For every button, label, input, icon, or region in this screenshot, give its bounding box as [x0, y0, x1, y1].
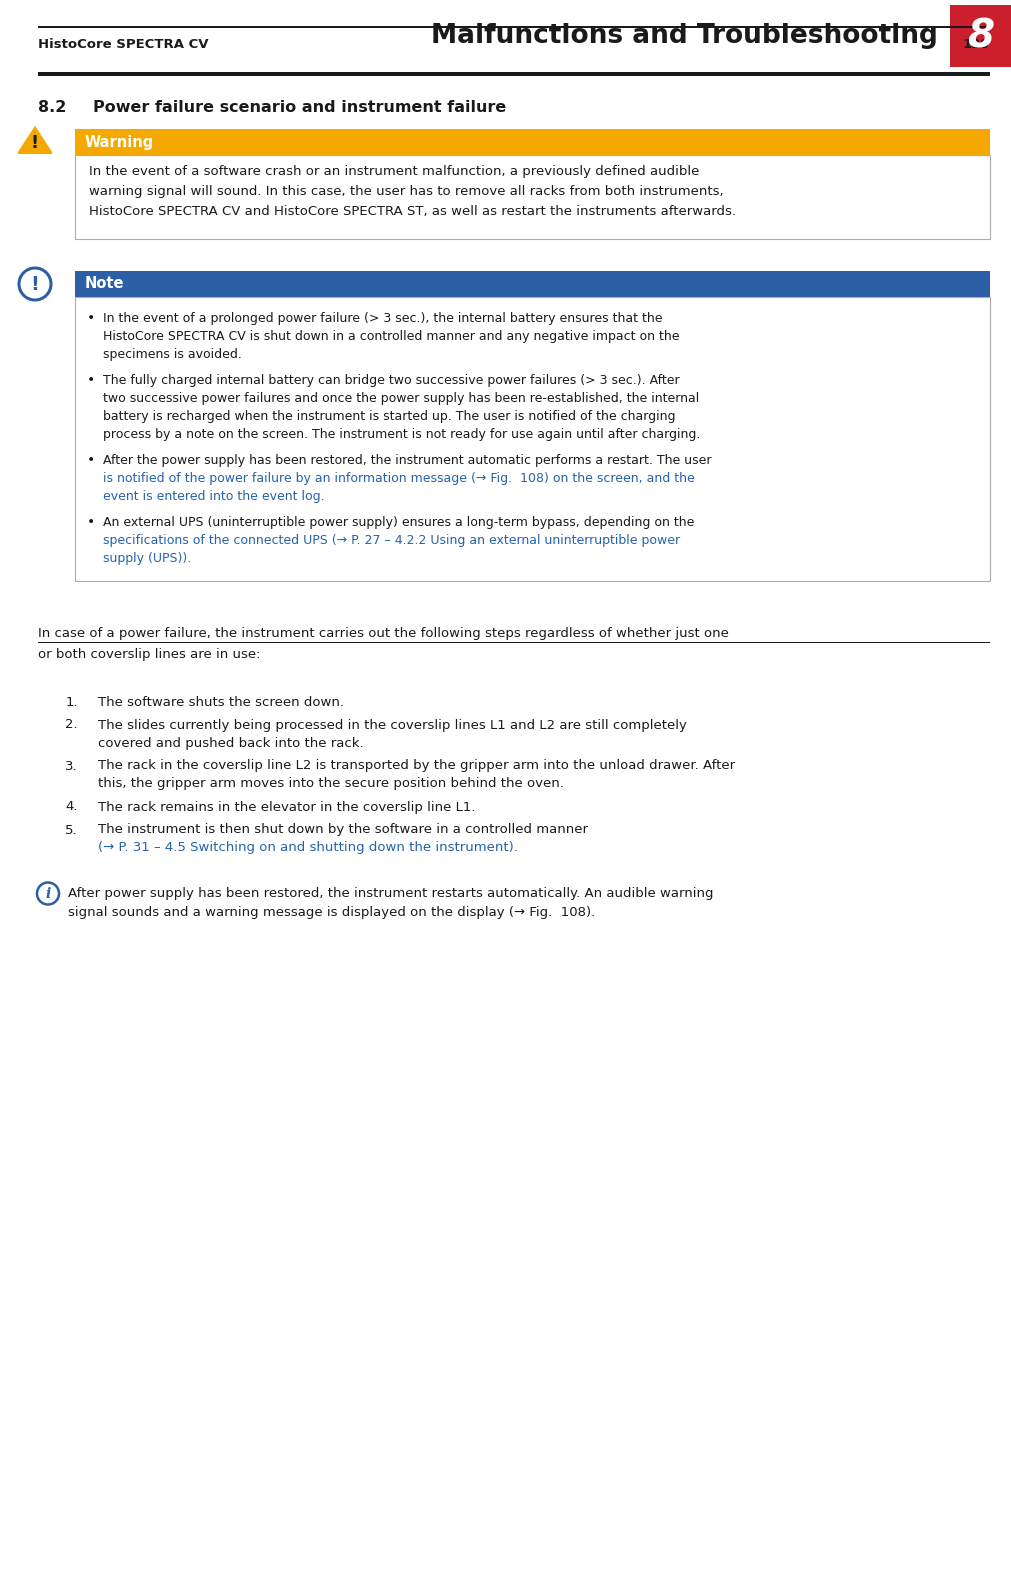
Text: After power supply has been restored, the instrument restarts automatically. An : After power supply has been restored, th…	[68, 887, 713, 900]
Text: !: !	[30, 274, 39, 293]
Text: 5.: 5.	[66, 823, 78, 836]
Text: •: •	[87, 515, 95, 530]
Text: The rack in the coverslip line L2 is transported by the gripper arm into the unl: The rack in the coverslip line L2 is tra…	[98, 759, 734, 772]
Text: (→ P. 31 – 4.5 Switching on and shutting down the instrument).: (→ P. 31 – 4.5 Switching on and shutting…	[98, 842, 518, 855]
Text: covered and pushed back into the rack.: covered and pushed back into the rack.	[98, 737, 363, 750]
Text: HistoCore SPECTRA CV and HistoCore SPECTRA ST, as well as restart the instrument: HistoCore SPECTRA CV and HistoCore SPECT…	[89, 204, 735, 217]
Text: battery is recharged when the instrument is started up. The user is notified of : battery is recharged when the instrument…	[103, 410, 674, 423]
Text: HistoCore SPECTRA CV: HistoCore SPECTRA CV	[38, 38, 208, 51]
Text: 4.: 4.	[66, 801, 78, 813]
Text: 1.: 1.	[66, 695, 78, 708]
Text: specimens is avoided.: specimens is avoided.	[103, 348, 242, 360]
Text: i: i	[45, 887, 51, 901]
Text: !: !	[31, 134, 39, 152]
Text: 8.2: 8.2	[38, 100, 67, 115]
Text: HistoCore SPECTRA CV is shut down in a controlled manner and any negative impact: HistoCore SPECTRA CV is shut down in a c…	[103, 330, 678, 343]
Text: specifications of the connected UPS (→ P. 27 – 4.2.2 Using an external uninterru: specifications of the connected UPS (→ P…	[103, 534, 679, 547]
Circle shape	[19, 268, 51, 300]
Text: supply (UPS)).: supply (UPS)).	[103, 552, 191, 565]
Circle shape	[37, 882, 59, 904]
Text: Power failure scenario and instrument failure: Power failure scenario and instrument fa…	[93, 100, 506, 115]
Text: The software shuts the screen down.: The software shuts the screen down.	[98, 695, 344, 708]
Text: In the event of a prolonged power failure (> 3 sec.), the internal battery ensur: In the event of a prolonged power failur…	[103, 311, 662, 325]
Text: 8: 8	[967, 18, 994, 54]
Text: The rack remains in the elevator in the coverslip line L1.: The rack remains in the elevator in the …	[98, 801, 475, 813]
Text: process by a note on the screen. The instrument is not ready for use again until: process by a note on the screen. The ins…	[103, 427, 700, 440]
Text: two successive power failures and once the power supply has been re-established,: two successive power failures and once t…	[103, 392, 699, 405]
Bar	[75, 155, 989, 239]
Text: The instrument is then shut down by the software in a controlled manner: The instrument is then shut down by the …	[98, 823, 587, 836]
Bar	[75, 129, 989, 155]
Bar	[38, 26, 989, 29]
Text: •: •	[87, 453, 95, 467]
Text: Warning: Warning	[85, 134, 154, 150]
Text: Malfunctions and Troubleshooting: Malfunctions and Troubleshooting	[431, 22, 937, 49]
Text: 3.: 3.	[66, 759, 78, 772]
Text: is notified of the power failure by an information message (→ Fig.  108) on the : is notified of the power failure by an i…	[103, 472, 695, 485]
Text: In case of a power failure, the instrument carries out the following steps regar: In case of a power failure, the instrume…	[38, 627, 728, 640]
Polygon shape	[18, 128, 52, 153]
Text: In the event of a software crash or an instrument malfunction, a previously defi: In the event of a software crash or an i…	[89, 164, 699, 177]
Text: signal sounds and a warning message is displayed on the display (→ Fig.  108).: signal sounds and a warning message is d…	[68, 906, 594, 919]
Text: 139: 139	[961, 38, 989, 51]
Text: An external UPS (uninterruptible power supply) ensures a long-term bypass, depen: An external UPS (uninterruptible power s…	[103, 515, 694, 528]
Text: The slides currently being processed in the coverslip lines L1 and L2 are still : The slides currently being processed in …	[98, 718, 686, 732]
Bar	[75, 271, 989, 297]
Text: warning signal will sound. In this case, the user has to remove all racks from b: warning signal will sound. In this case,…	[89, 185, 723, 198]
Text: •: •	[87, 311, 95, 325]
Text: event is entered into the event log.: event is entered into the event log.	[103, 490, 325, 502]
Bar	[75, 297, 989, 581]
Text: 2.: 2.	[66, 718, 78, 732]
Text: Note: Note	[85, 276, 124, 292]
Text: After the power supply has been restored, the instrument automatic performs a re: After the power supply has been restored…	[103, 453, 711, 467]
Bar	[38, 72, 989, 75]
Bar	[949, 5, 1011, 67]
Text: The fully charged internal battery can bridge two successive power failures (> 3: The fully charged internal battery can b…	[103, 373, 679, 386]
Text: or both coverslip lines are in use:: or both coverslip lines are in use:	[38, 648, 260, 660]
Text: •: •	[87, 373, 95, 388]
Text: this, the gripper arm moves into the secure position behind the oven.: this, the gripper arm moves into the sec…	[98, 777, 563, 791]
